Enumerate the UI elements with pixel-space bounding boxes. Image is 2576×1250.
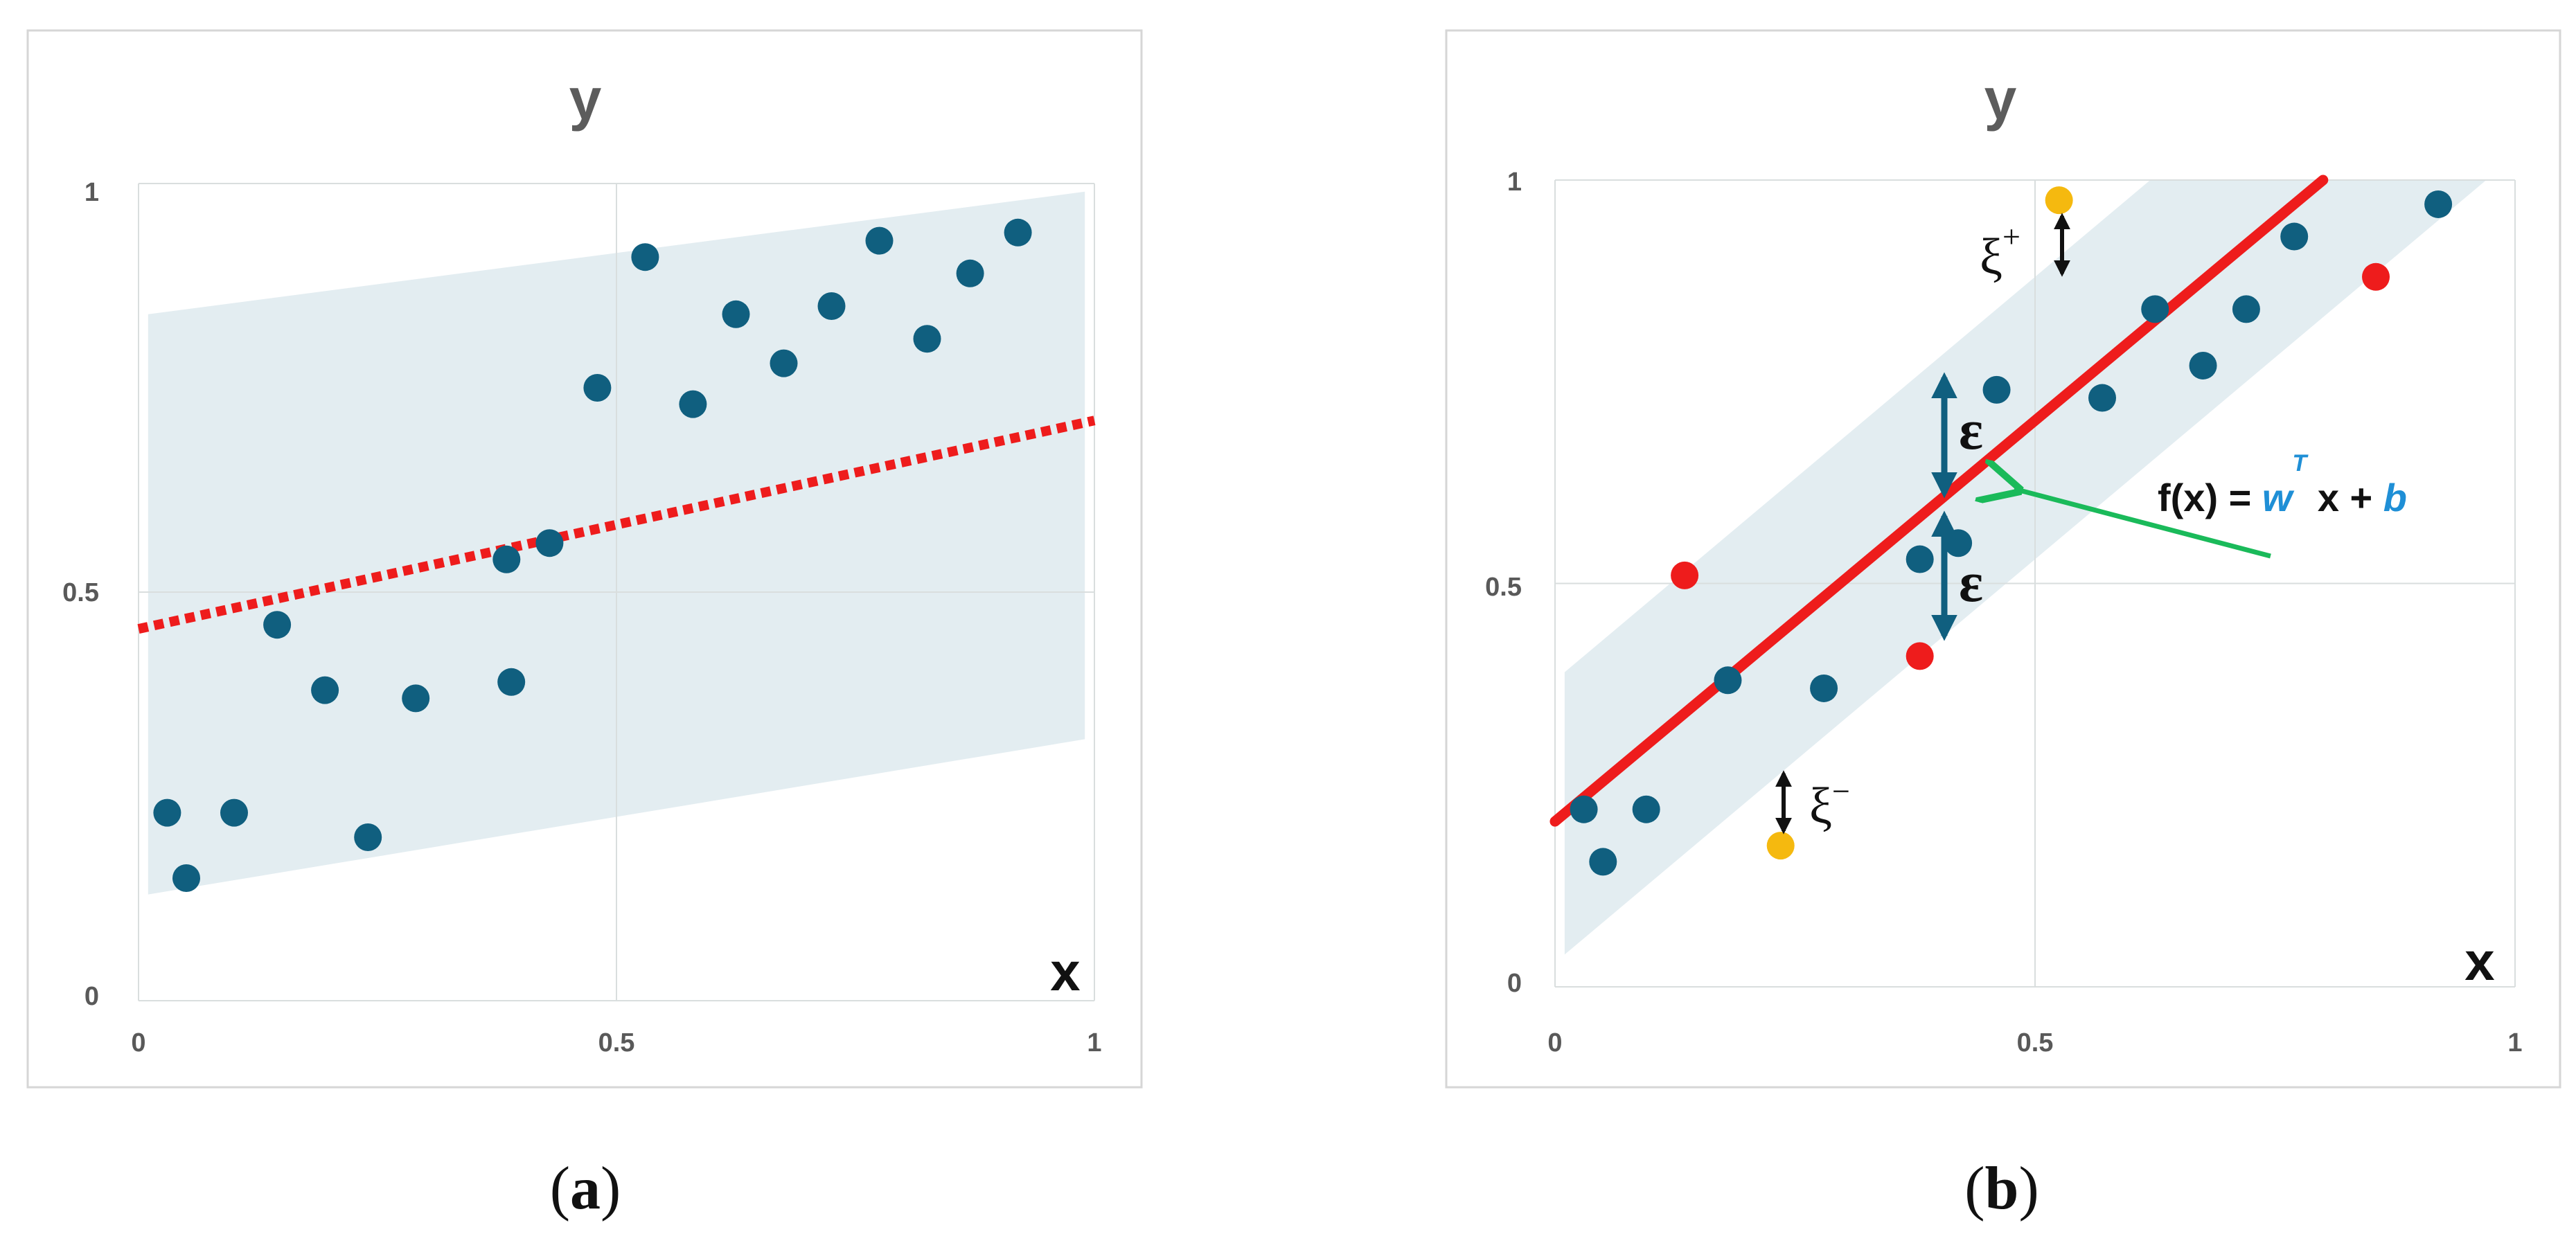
panel-a-data-point-15 — [770, 349, 798, 377]
xi-minus-label: ξ− — [1809, 774, 1850, 834]
panel-b-plot — [1549, 175, 2516, 988]
panel-a-data-point-9 — [497, 668, 526, 696]
panel-a-ylabel: y — [569, 66, 602, 132]
panel-a-regression-line — [137, 416, 1096, 634]
equation-T: T — [2292, 450, 2309, 476]
equation-f: f(x) = — [2158, 476, 2262, 519]
panel-a-data-point-14 — [722, 300, 750, 328]
panel-a-data-point-8 — [492, 545, 521, 573]
panel-b-outlier-yellow-1 — [2045, 186, 2073, 215]
panel-a-data-point-2 — [172, 864, 200, 892]
panel-a: y x 1 0.5 0 0 0.5 1 — [26, 29, 1143, 1089]
epsilon-label-upper: ε — [1959, 398, 1983, 461]
panel-a-ytick-0: 0 — [85, 982, 99, 1011]
caption-a-close: ) — [601, 1155, 621, 1222]
equation-x: x + — [2307, 476, 2383, 519]
panel-b-xtick-1: 1 — [2507, 1028, 2522, 1057]
panel-a-data-point-4 — [263, 611, 292, 639]
panel-a-ytick-0.5: 0.5 — [62, 578, 99, 607]
panel-a-data-point-11 — [583, 374, 612, 402]
panel-a-data-point-10 — [535, 529, 564, 557]
panel-b-data-point-1 — [1570, 795, 1598, 823]
panel-b-data-point-10 — [2141, 295, 2169, 323]
caption-b: (b) — [1964, 1155, 2039, 1222]
panel-a-plot — [137, 183, 1096, 1001]
panel-a-data-point-12 — [631, 243, 659, 271]
regression-equation: f(x) = wT x + b — [2158, 450, 2407, 519]
caption-b-letter: b — [1985, 1155, 2019, 1222]
panel-a-data-point-13 — [679, 390, 707, 418]
panel-a-data-point-6 — [354, 823, 382, 851]
epsilon-label-lower: ε — [1959, 551, 1983, 614]
equation-b: b — [2383, 476, 2407, 519]
panel-b-data-point-9 — [2088, 384, 2117, 412]
xi-plus-superscript: + — [2002, 219, 2020, 254]
panel-b-outlier-red-3 — [2362, 262, 2390, 291]
panel-b-ytick-0: 0 — [1507, 969, 1522, 998]
xi-plus-symbol: ξ — [1980, 229, 2002, 285]
panel-b-data-point-3 — [1632, 795, 1660, 823]
panel-b-data-point-12 — [2232, 295, 2260, 323]
panel-b-outlier-red-1 — [1671, 561, 1699, 589]
panel-b-xtick-0.5: 0.5 — [2017, 1028, 2054, 1057]
xi-plus-label: ξ+ — [1980, 219, 2020, 285]
panel-a-data-point-19 — [956, 259, 984, 287]
panel-b-data-point-11 — [2189, 351, 2217, 380]
panel-b-data-point-4 — [1714, 666, 1742, 695]
panel-a-data-point-20 — [1004, 218, 1032, 247]
panel-a-xlabel: x — [1050, 941, 1080, 1002]
panel-a-xtick-0: 0 — [131, 1028, 145, 1057]
panel-a-xtick-0.5: 0.5 — [598, 1028, 635, 1057]
panel-b-margin-band — [1564, 180, 2487, 955]
panel-a-data-point-7 — [402, 684, 430, 713]
panel-a-data-point-3 — [220, 798, 248, 827]
panel-b-outlier-yellow-2 — [1766, 832, 1795, 860]
panel-b-regression-line — [1549, 175, 2329, 827]
xi-minus-symbol: ξ — [1809, 778, 1832, 834]
panel-b-data-point-6 — [1906, 545, 1934, 573]
panel-b-outlier-red-2 — [1906, 642, 1934, 670]
equation-w: w — [2262, 476, 2295, 519]
panel-b-ytick-0.5: 0.5 — [1485, 573, 1522, 602]
equation-pointer-arrow — [2014, 489, 2271, 559]
caption-a-letter: a — [570, 1155, 601, 1222]
panel-a-data-point-5 — [311, 676, 339, 704]
panel-b-data-point-14 — [2424, 190, 2453, 218]
panel-a-data-point-16 — [817, 292, 846, 320]
panel-b-data-point-2 — [1589, 848, 1617, 876]
xi-minus-superscript: − — [1832, 774, 1850, 809]
panel-b-data-point-13 — [2280, 222, 2309, 251]
panel-b-xlabel: x — [2464, 931, 2494, 992]
panel-b-ylabel: y — [1984, 66, 2017, 132]
caption-a: (a) — [550, 1155, 621, 1222]
panel-a-data-point-1 — [153, 798, 181, 827]
panel-b-data-point-8 — [1982, 375, 2011, 404]
caption-b-open: ( — [1964, 1155, 1984, 1222]
panel-b-data-point-5 — [1810, 674, 1838, 702]
panel-a-data-point-17 — [865, 226, 894, 255]
panel-b-ytick-1: 1 — [1507, 168, 1522, 197]
panel-a-data-point-18 — [913, 325, 941, 353]
panel-b-xtick-0: 0 — [1547, 1028, 1562, 1057]
panel-a-xtick-1: 1 — [1087, 1028, 1101, 1057]
caption-a-open: ( — [550, 1155, 570, 1222]
caption-b-close: ) — [2018, 1155, 2038, 1222]
panel-b: y x 1 0.5 0 0 0.5 1 ε ε ξ+ ξ− f(x) = wT … — [1445, 29, 2561, 1089]
panel-a-ytick-1: 1 — [85, 178, 99, 207]
